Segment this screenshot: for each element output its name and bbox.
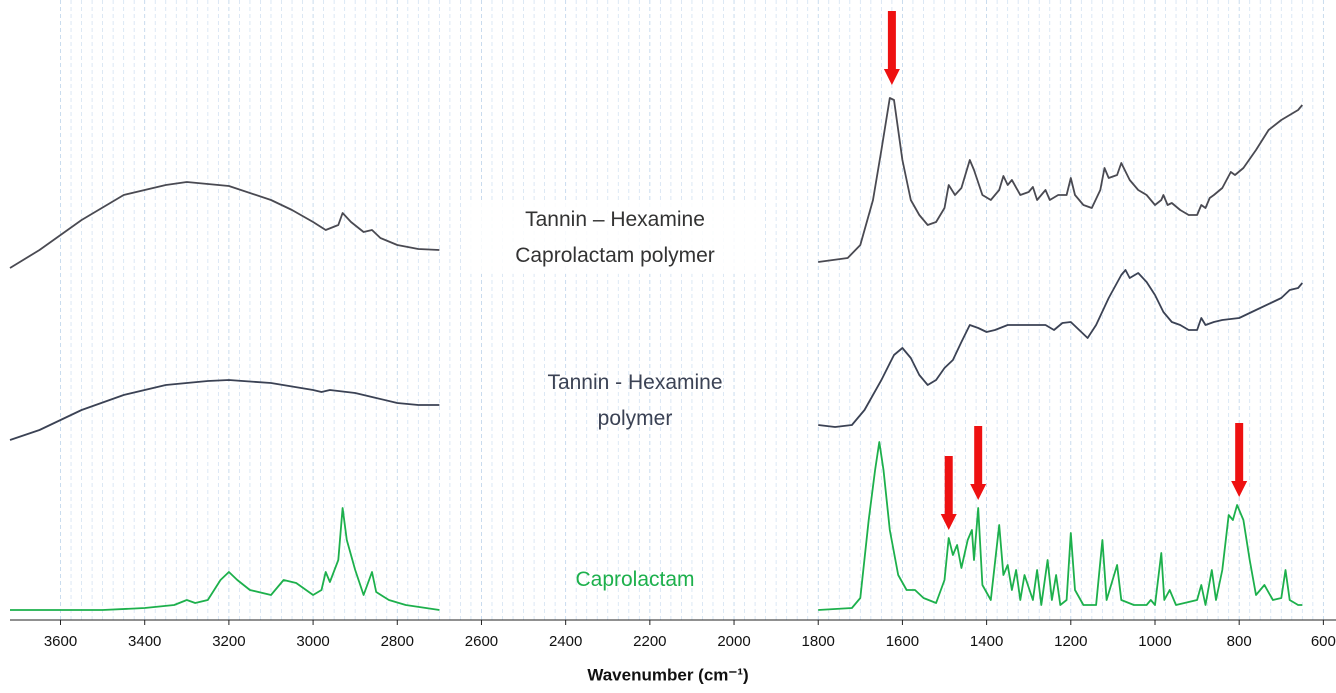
x-tick-label: 1600 [886, 633, 919, 650]
x-tick-label: 2400 [549, 633, 582, 650]
spectrum-line [9, 269, 1303, 441]
x-tick-label: 3600 [44, 633, 77, 650]
x-tick-label: 1800 [802, 633, 835, 650]
spectrum-line [10, 441, 1303, 611]
series-label: Caprolactam [575, 568, 695, 591]
x-tick-label: 600 [1311, 633, 1336, 650]
arrow [940, 456, 957, 530]
x-axis-label: Wavenumber (cm⁻¹) [587, 665, 748, 684]
series-label: Tannin – Hexamine Caprolactam polymer [470, 202, 760, 274]
x-tick-label: 3400 [128, 633, 161, 650]
x-tick-label: 2800 [381, 633, 414, 650]
x-tick-label: 3000 [296, 633, 329, 650]
x-tick-label: 2200 [633, 633, 666, 650]
arrow [970, 426, 987, 500]
x-tick-label: 1400 [970, 633, 1003, 650]
x-tick-label: 3200 [212, 633, 245, 650]
arrow [883, 11, 900, 85]
x-tick-label: 1000 [1138, 633, 1171, 650]
x-tick-label: 2600 [465, 633, 498, 650]
x-tick-label: 800 [1227, 633, 1252, 650]
x-tick-label: 1200 [1054, 633, 1087, 650]
x-tick-label: 2000 [717, 633, 750, 650]
series-label: Tannin - Hexamine polymer [547, 371, 723, 430]
spectrum-line [9, 97, 1303, 269]
arrow [1231, 423, 1248, 497]
